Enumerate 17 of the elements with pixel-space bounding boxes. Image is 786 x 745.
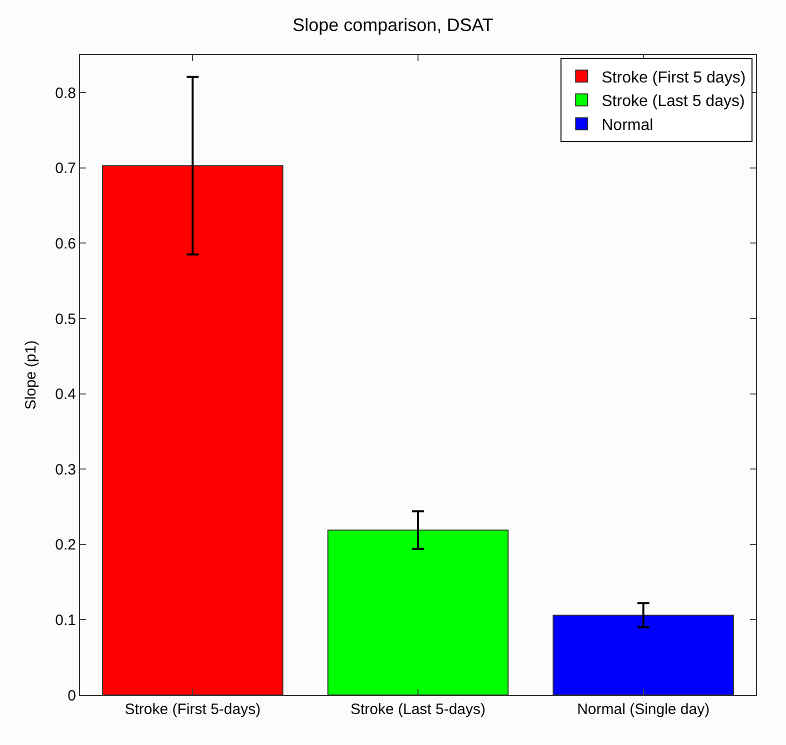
legend-label: Stroke (Last 5 days) [602, 93, 745, 110]
chart-title: Slope comparison, DSAT [292, 15, 494, 36]
y-tick-label: 0.2 [55, 536, 76, 554]
x-tick-label: Stroke (Last 5-days) [350, 701, 486, 718]
x-tick-label: Stroke (First 5-days) [124, 701, 261, 718]
y-tick-label: 0.6 [55, 235, 76, 252]
legend-label: Normal [602, 116, 654, 134]
legend-label: Stroke (First 5 days) [602, 69, 746, 86]
y-axis-title: Slope (p1) [22, 340, 40, 410]
y-tick-label: 0.4 [55, 386, 76, 404]
y-tick-label: 0.7 [55, 160, 76, 178]
y-tick-label: 0.3 [55, 461, 76, 478]
y-tick-label: 0.5 [55, 310, 76, 328]
y-tick-label: 0 [68, 687, 76, 704]
y-tick-label: 0.8 [55, 84, 76, 102]
y-tick-label: 0.1 [55, 612, 76, 629]
x-tick-label: Normal (Single day) [577, 701, 710, 718]
